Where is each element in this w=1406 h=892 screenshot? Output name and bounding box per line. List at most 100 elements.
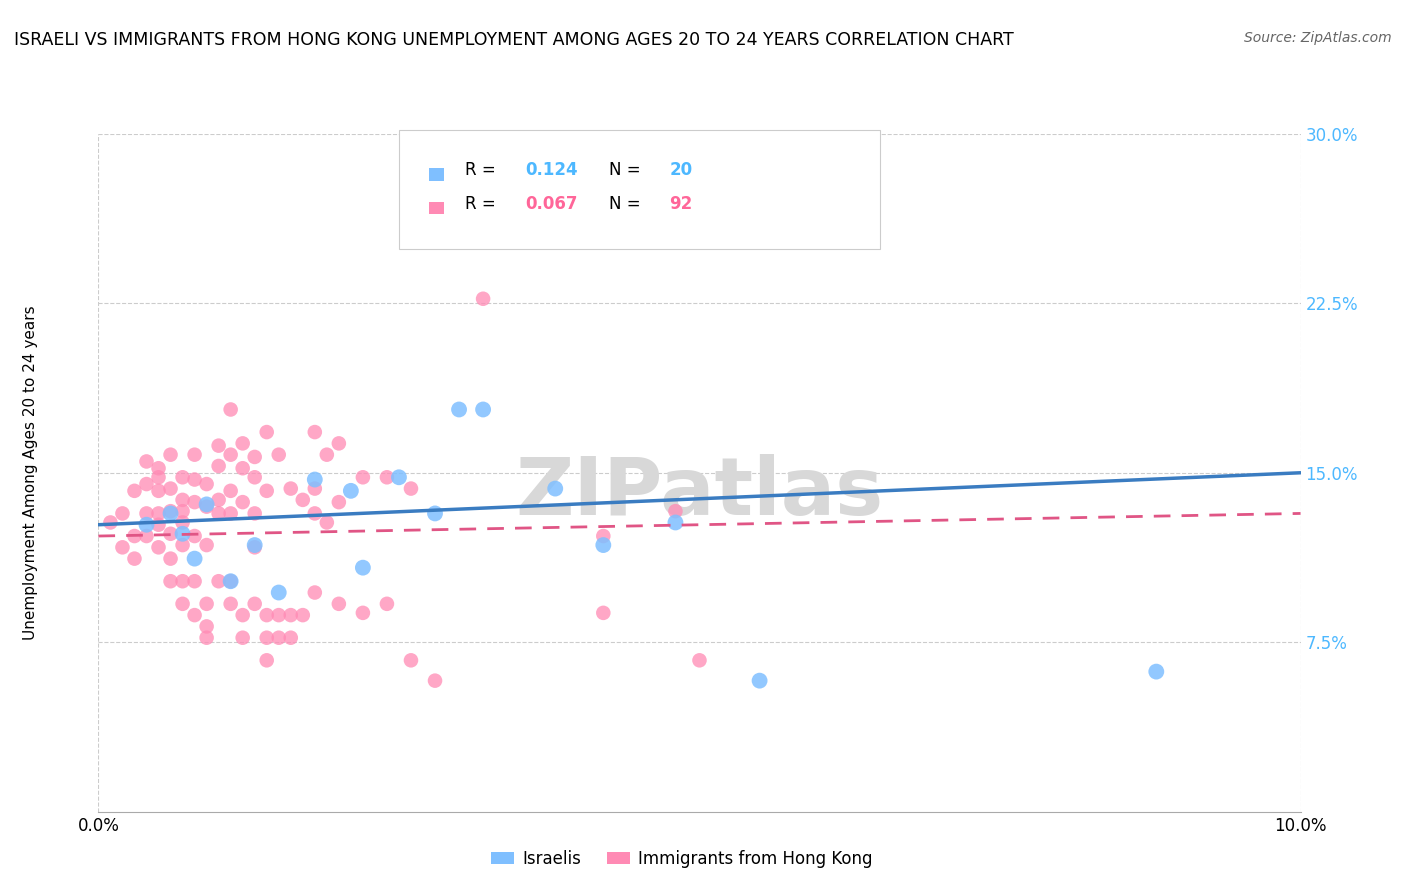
Point (219, 448, 242, 462)
Point (291, 608, 314, 623)
Point (280, 631, 302, 645)
Legend: Israelis, Immigrants from Hong Kong: Israelis, Immigrants from Hong Kong (485, 844, 879, 875)
Point (544, 482, 567, 496)
Point (159, 551, 181, 566)
Point (172, 538, 194, 552)
Point (219, 574, 242, 589)
Point (399, 482, 422, 496)
Point (1144, 665, 1167, 679)
Point (243, 541, 266, 555)
Point (195, 538, 218, 552)
Point (256, 631, 278, 645)
Point (267, 448, 290, 462)
Point (352, 606, 374, 620)
Point (423, 673, 446, 688)
Point (172, 597, 194, 611)
Point (315, 516, 337, 530)
Point (472, 402, 495, 417)
Point (304, 482, 326, 496)
Text: N =: N = (609, 161, 647, 178)
Point (208, 492, 231, 507)
Point (352, 470, 374, 484)
Point (328, 495, 350, 509)
Point (399, 653, 422, 667)
Text: 0.067: 0.067 (526, 194, 578, 212)
Point (219, 597, 242, 611)
Point (219, 483, 242, 498)
Text: R =: R = (465, 194, 501, 212)
Point (243, 597, 266, 611)
Point (148, 517, 170, 532)
Point (267, 608, 290, 623)
Point (208, 507, 231, 521)
Text: Unemployment Among Ages 20 to 24 years: Unemployment Among Ages 20 to 24 years (24, 305, 38, 640)
Point (172, 526, 194, 541)
Point (111, 541, 134, 555)
Point (135, 477, 157, 491)
Point (195, 500, 218, 514)
Point (148, 461, 170, 475)
Point (148, 483, 170, 498)
Point (124, 483, 146, 498)
Point (135, 517, 157, 532)
Point (280, 608, 302, 623)
FancyBboxPatch shape (399, 130, 880, 249)
Point (195, 597, 218, 611)
Point (195, 497, 218, 511)
Legend: R =  0.124   N = 20, R =  0.067   N = 92: R = 0.124 N = 20, R = 0.067 N = 92 (432, 156, 652, 219)
Point (748, 673, 770, 688)
Point (148, 507, 170, 521)
Point (304, 425, 326, 439)
Point (340, 483, 363, 498)
Point (243, 507, 266, 521)
Point (183, 574, 205, 589)
Text: N =: N = (609, 194, 647, 212)
Point (124, 529, 146, 543)
Point (183, 529, 205, 543)
Text: Source: ZipAtlas.com: Source: ZipAtlas.com (1244, 31, 1392, 45)
Point (388, 470, 411, 484)
Point (195, 619, 218, 633)
Point (208, 458, 231, 473)
Text: 92: 92 (669, 194, 693, 212)
Point (183, 551, 205, 566)
Point (243, 470, 266, 484)
Point (172, 492, 194, 507)
Point (208, 439, 231, 453)
Point (232, 495, 254, 509)
Point (183, 495, 205, 509)
Point (304, 507, 326, 521)
Point (219, 574, 242, 589)
Text: ISRAELI VS IMMIGRANTS FROM HONG KONG UNEMPLOYMENT AMONG AGES 20 TO 24 YEARS CORR: ISRAELI VS IMMIGRANTS FROM HONG KONG UNE… (14, 31, 1014, 49)
Point (256, 653, 278, 667)
Point (472, 292, 495, 306)
Point (291, 492, 314, 507)
Point (159, 504, 181, 518)
Point (267, 631, 290, 645)
Point (664, 516, 686, 530)
Point (304, 473, 326, 487)
Point (159, 507, 181, 521)
Point (172, 504, 194, 518)
Point (111, 507, 134, 521)
Point (232, 461, 254, 475)
Text: ZIPatlas: ZIPatlas (516, 454, 883, 533)
Point (592, 606, 614, 620)
Point (423, 507, 446, 521)
Point (688, 653, 710, 667)
Point (447, 402, 470, 417)
Point (159, 448, 181, 462)
Point (135, 529, 157, 543)
Point (172, 516, 194, 530)
Point (208, 574, 231, 589)
Text: 20: 20 (669, 161, 693, 178)
Point (256, 608, 278, 623)
Point (183, 448, 205, 462)
Point (592, 529, 614, 543)
Point (124, 551, 146, 566)
Point (183, 473, 205, 487)
Point (592, 538, 614, 552)
Point (375, 470, 398, 484)
Point (243, 450, 266, 464)
Text: R =: R = (465, 161, 501, 178)
